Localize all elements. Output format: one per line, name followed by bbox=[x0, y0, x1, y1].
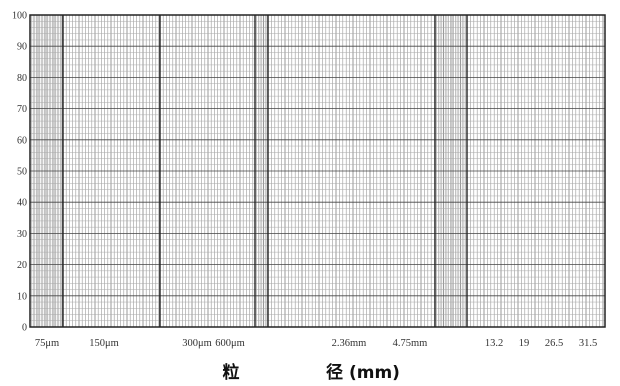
y-tick-label: 20 bbox=[17, 260, 27, 271]
x-tick-label: 300μm bbox=[182, 338, 212, 349]
x-axis-label-part1: 粒 bbox=[223, 362, 240, 383]
x-tick-label: 4.75mm bbox=[393, 338, 428, 349]
y-tick-label: 40 bbox=[17, 198, 27, 209]
plot-frame bbox=[29, 14, 606, 328]
x-axis-label-part2: 径 (mm) bbox=[326, 362, 400, 383]
x-axis-ticks: 75μm 150μm 300μm 600μm 2.36mm 4.75mm 13.2 19 26.… bbox=[35, 338, 597, 349]
y-tick-label: 80 bbox=[17, 73, 27, 84]
x-tick-label: 600μm bbox=[215, 338, 245, 349]
y-tick-label: 60 bbox=[17, 135, 27, 146]
y-tick-label: 100 bbox=[12, 11, 27, 22]
y-tick-label: 0 bbox=[22, 323, 27, 334]
y-tick-label: 70 bbox=[17, 104, 27, 115]
y-tick-label: 10 bbox=[17, 291, 27, 302]
y-tick-label: 30 bbox=[17, 229, 27, 240]
y-tick-label: 50 bbox=[17, 167, 27, 178]
x-tick-label: 26.5 bbox=[545, 338, 563, 349]
x-tick-label: 2.36mm bbox=[332, 338, 367, 349]
x-tick-label: 19 bbox=[519, 338, 530, 349]
x-tick-label: 75μm bbox=[35, 338, 59, 349]
y-axis-ticks: 0 10 20 30 40 50 60 70 80 90 100 bbox=[12, 11, 27, 334]
x-tick-label: 31.5 bbox=[579, 338, 597, 349]
chart-grid bbox=[29, 15, 605, 327]
y-tick-label: 90 bbox=[17, 42, 27, 53]
x-tick-label: 150μm bbox=[89, 338, 119, 349]
x-tick-label: 13.2 bbox=[485, 338, 503, 349]
